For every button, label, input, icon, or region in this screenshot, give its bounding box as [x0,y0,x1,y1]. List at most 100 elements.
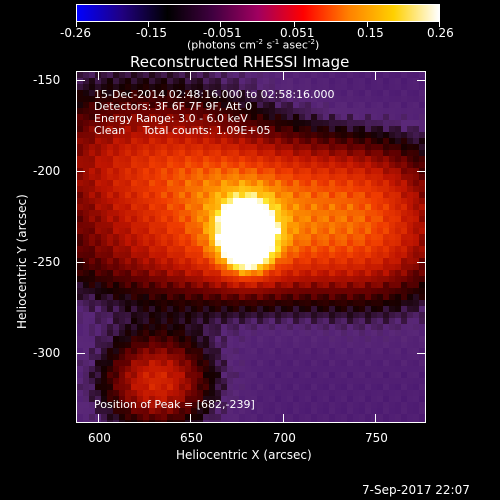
heatmap-cell [341,162,348,169]
heatmap-cell [347,78,354,85]
heatmap-cell [335,138,342,145]
heatmap-cell [119,204,126,211]
heatmap-cell [299,114,306,121]
heatmap-cell [137,216,144,223]
heatmap-cell [137,276,144,283]
heatmap-cell [107,306,114,313]
heatmap-cell [245,288,252,295]
heatmap-cell [149,318,156,325]
heatmap-cell [335,372,342,379]
heatmap-cell [161,132,168,139]
heatmap-cell [359,246,366,253]
heatmap-cell [167,270,174,277]
heatmap-cell [371,108,378,115]
heatmap-cell [305,126,312,133]
heatmap-cell [83,192,90,199]
heatmap-cell [179,234,186,241]
heatmap-cell [281,114,288,121]
heatmap-cell [305,198,312,205]
heatmap-cell [317,90,324,97]
heatmap-cell [107,78,114,85]
heatmap-cell [161,192,168,199]
heatmap-cell [239,198,246,205]
heatmap-cell [89,252,96,259]
heatmap-cell [173,360,180,367]
heatmap-cell [239,204,246,211]
heatmap-cell [209,390,216,397]
heatmap-cell [95,144,102,151]
heatmap-cell [335,420,342,422]
heatmap-cell [83,336,90,343]
heatmap-cell [317,126,324,133]
heatmap-cell [107,198,114,205]
heatmap-cell [383,378,390,385]
heatmap-cell [389,144,396,151]
heatmap-cell [329,132,336,139]
heatmap-cell [179,252,186,259]
heatmap-cell [407,90,414,97]
heatmap-cell [353,120,360,127]
heatmap-cell [107,300,114,307]
heatmap-cell [419,174,425,181]
heatmap-cell [371,240,378,247]
colorbar-ticks [76,21,440,27]
heatmap-cell [239,378,246,385]
heatmap-cell [101,252,108,259]
heatmap-cell [125,180,132,187]
heatmap-cell [419,366,425,373]
heatmap-cell [113,402,120,409]
heatmap-cell [143,240,150,247]
heatmap-cell [113,330,120,337]
heatmap-cell [407,318,414,325]
heatmap-cell [263,306,270,313]
heatmap-cell [89,396,96,403]
heatmap-cell [83,162,90,169]
heatmap-cell [293,324,300,331]
heatmap-cell [299,276,306,283]
heatmap-cell [83,276,90,283]
heatmap-cell [197,186,204,193]
heatmap-cell [419,126,425,133]
heatmap-cell [245,270,252,277]
heatmap-cell [143,126,150,133]
heatmap-cell [371,408,378,415]
heatmap-cell [227,96,234,103]
heatmap-cell [155,168,162,175]
heatmap-cell [263,222,270,229]
heatmap-cell [233,420,240,422]
heatmap-cell [341,168,348,175]
heatmap-cell [335,228,342,235]
heatmap-cell [269,306,276,313]
heatmap-cell [275,126,282,133]
heatmap-cell [365,168,372,175]
heatmap-cell [383,294,390,301]
heatmap-cell [341,198,348,205]
heatmap-cell [311,90,318,97]
heatmap-cell [287,348,294,355]
heatmap-cell [305,174,312,181]
heatmap-cell [185,114,192,121]
heatmap-cell [227,390,234,397]
heatmap-cell [419,402,425,409]
heatmap-cell [323,114,330,121]
heatmap-cell [143,192,150,199]
heatmap-cell [101,342,108,349]
heatmap-cell [167,156,174,163]
heatmap-cell [197,174,204,181]
heatmap-cell [233,300,240,307]
heatmap-cell [251,312,258,319]
heatmap-cell [263,300,270,307]
heatmap-cell [125,114,132,121]
heatmap-cell [293,126,300,133]
heatmap-cell [89,366,96,373]
heatmap-cell [227,282,234,289]
heatmap-cell [245,174,252,181]
heatmap-cell [401,324,408,331]
heatmap-cell [407,264,414,271]
heatmap-cell [155,330,162,337]
heatmap-cell [233,168,240,175]
heatmap-cell [191,138,198,145]
heatmap-cell [197,354,204,361]
heatmap-cell [137,408,144,415]
heatmap-cell [401,174,408,181]
